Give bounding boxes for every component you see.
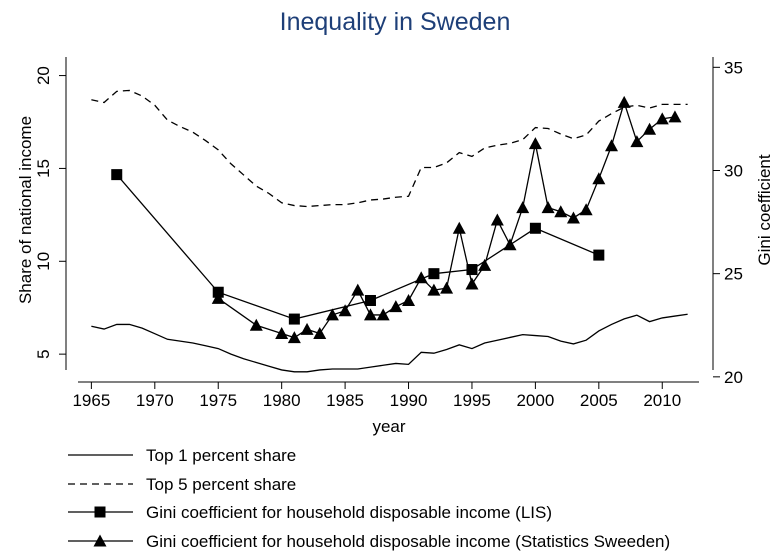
x-tick-label: 1995	[453, 391, 491, 410]
legend-label: Gini coefficient for household disposabl…	[146, 503, 552, 522]
triangle-marker	[402, 293, 416, 306]
y-axis-right-label: Gini coefficient	[755, 154, 774, 265]
triangle-marker	[490, 213, 504, 226]
y-left-tick-label: 15	[34, 159, 53, 178]
series-gini-coefficient-for-household-disposable-income-statistics-sweeden	[211, 95, 682, 344]
triangle-marker	[516, 201, 530, 214]
triangle-marker	[440, 281, 454, 294]
triangle-marker	[554, 205, 568, 218]
y-left-tick-label: 10	[34, 252, 53, 271]
triangle-marker	[275, 327, 289, 340]
legend-label: Top 5 percent share	[146, 475, 296, 494]
y-right-tick-label: 35	[724, 58, 743, 77]
x-tick-label: 2010	[643, 391, 681, 410]
y-left-tick-label: 20	[34, 66, 53, 85]
axes	[65, 57, 714, 383]
x-tick-label: 1980	[263, 391, 301, 410]
x-tick-label: 1965	[72, 391, 110, 410]
series-line	[217, 100, 676, 339]
triangle-marker	[643, 122, 657, 135]
triangle-marker	[605, 139, 619, 152]
triangle-marker	[211, 291, 225, 304]
x-axis-label: year	[372, 417, 405, 436]
triangle-marker	[617, 95, 631, 108]
x-tick-label: 1985	[326, 391, 364, 410]
triangle-marker	[452, 221, 466, 234]
legend-triangle-marker	[93, 534, 107, 547]
triangle-marker	[579, 203, 593, 216]
series-line	[91, 313, 688, 373]
triangle-marker	[389, 300, 403, 313]
triangle-marker	[376, 308, 390, 321]
legend-square-marker	[94, 506, 106, 518]
y-ticks-right: 20 25 30 35	[713, 58, 743, 387]
triangle-marker	[249, 318, 263, 331]
x-tick-label: 1970	[136, 391, 174, 410]
square-marker	[466, 264, 478, 276]
triangle-marker	[592, 172, 606, 185]
series-top-1-percent-share	[91, 313, 688, 373]
y-right-tick-label: 25	[724, 265, 743, 284]
legend: Top 1 percent share Top 5 percent share Gi…	[68, 446, 670, 551]
legend-item: Gini coefficient for household disposabl…	[68, 503, 552, 522]
triangle-marker	[414, 271, 428, 284]
triangle-marker	[668, 110, 682, 123]
series-line	[91, 89, 688, 208]
triangle-marker	[313, 327, 327, 340]
legend-item: Gini coefficient for household disposabl…	[68, 532, 670, 551]
triangle-marker	[566, 211, 580, 224]
y-right-tick-label: 30	[724, 161, 743, 180]
legend-item: Top 5 percent share	[68, 475, 296, 494]
legend-label: Gini coefficient for household disposabl…	[146, 532, 670, 551]
triangle-marker	[655, 112, 669, 125]
triangle-marker	[465, 277, 479, 290]
square-marker	[529, 222, 541, 234]
x-tick-label: 1975	[199, 391, 237, 410]
triangle-marker	[630, 135, 644, 148]
triangle-marker	[503, 238, 517, 251]
plot-area	[91, 89, 688, 373]
y-axis-left-label: Share of national income	[16, 116, 35, 304]
triangle-marker	[478, 258, 492, 271]
y-right-tick-label: 20	[724, 368, 743, 387]
square-marker	[288, 313, 300, 325]
triangle-marker	[325, 308, 339, 321]
square-marker	[111, 169, 123, 181]
square-marker	[428, 268, 440, 280]
square-marker	[593, 249, 605, 261]
square-marker	[364, 294, 376, 306]
series-gini-coefficient-for-household-disposable-income-lis	[111, 169, 605, 325]
triangle-marker	[427, 283, 441, 296]
chart-title: Inequality in Sweden	[280, 8, 511, 36]
legend-item: Top 1 percent share	[68, 446, 296, 465]
triangle-marker	[287, 331, 301, 344]
series-top-5-percent-share	[91, 89, 688, 208]
y-left-tick-label: 5	[34, 349, 53, 358]
triangle-marker	[528, 137, 542, 150]
legend-label: Top 1 percent share	[146, 446, 296, 465]
x-tick-label: 2000	[516, 391, 554, 410]
series-line	[116, 174, 600, 320]
triangle-marker	[541, 201, 555, 214]
x-tick-label: 1990	[390, 391, 428, 410]
triangle-marker	[300, 322, 314, 335]
triangle-marker	[351, 283, 365, 296]
x-ticks: 1965 1970 1975 1980 1985 1990 1995 2000 2005 2010	[72, 382, 681, 410]
triangle-marker	[363, 308, 377, 321]
y-ticks-left: 5 10 15 20	[34, 66, 66, 359]
triangle-marker	[338, 304, 352, 317]
x-tick-label: 2005	[580, 391, 618, 410]
